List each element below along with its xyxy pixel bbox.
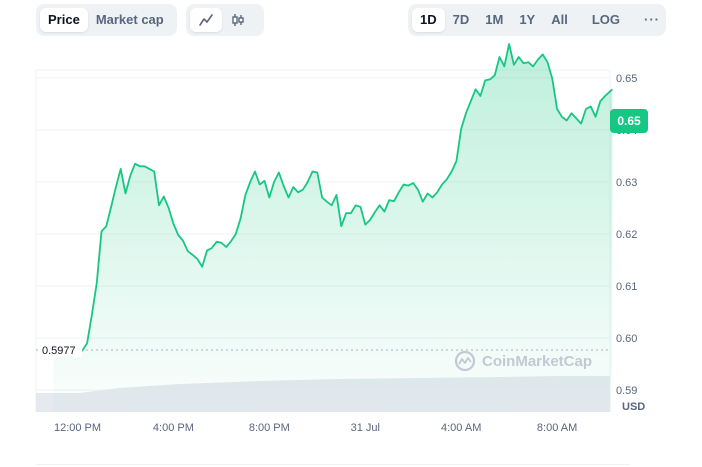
y-tick-label: 0.60 [616,333,637,345]
y-tick-label: 0.61 [616,281,637,293]
open-price-label-bg [38,343,82,358]
time-range-switch: 1D 7D 1M 1Y All LOG ··· [408,4,666,36]
log-scale-button[interactable]: LOG [591,12,621,27]
x-tick-label: 4:00 AM [441,422,481,434]
current-price-tag: 0.65 [610,109,648,133]
range-all-button[interactable]: All [551,12,568,27]
price-line [52,43,613,352]
x-tick-label: 12:00 PM [54,422,101,434]
line-chart-icon[interactable] [190,8,222,32]
coinmarketcap-logo-icon [454,350,476,372]
range-1y-button[interactable]: 1Y [519,12,536,27]
price-tab[interactable]: Price [40,8,88,32]
watermark-text: CoinMarketCap [482,352,593,370]
y-tick-label: 0.62 [616,229,637,241]
market-cap-tab[interactable]: Market cap [95,12,164,27]
x-tick-label: 8:00 AM [537,422,577,434]
open-price-label: 0.5977 [42,345,76,357]
chart-type-switch: Price Market cap [36,4,177,36]
candlestick-icon[interactable] [222,8,254,32]
price-area-fill [53,44,613,412]
range-1d-button[interactable]: 1D [412,8,445,32]
chart-style-switch [186,4,264,36]
y-tick-label: 0.59 [616,385,637,397]
x-tick-label: 8:00 PM [249,422,290,434]
y-tick-label: 0.63 [616,177,637,189]
x-tick-label: 31 Jul [351,422,380,434]
range-7d-button[interactable]: 7D [452,12,470,27]
bottom-divider [36,464,630,465]
y-tick-label: 0.65 [616,73,637,85]
range-1m-button[interactable]: 1M [485,12,504,27]
currency-label: USD [622,401,646,413]
more-options-button[interactable]: ··· [644,12,661,27]
chart-toolbar: Price Market cap 1D 7D 1M 1Y All LOG ··· [36,4,666,36]
x-tick-label: 4:00 PM [153,422,194,434]
coinmarketcap-watermark: CoinMarketCap [454,350,592,372]
